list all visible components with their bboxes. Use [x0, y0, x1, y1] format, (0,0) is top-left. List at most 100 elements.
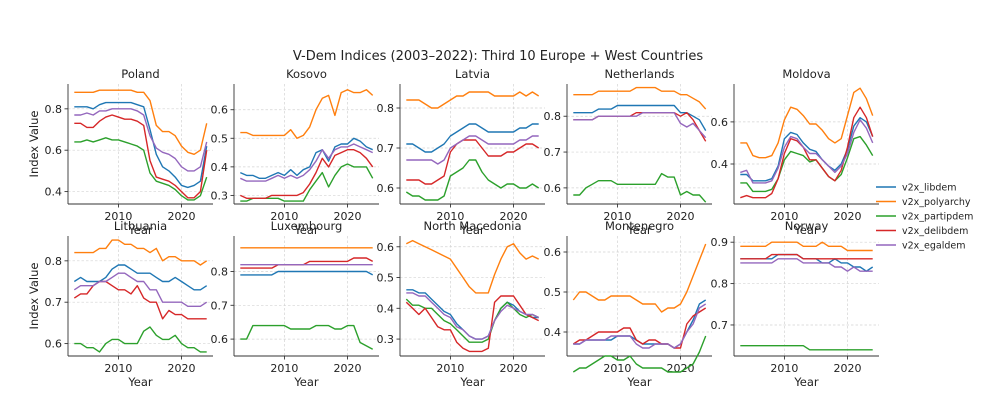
series-line-v2x_egaldem — [573, 111, 707, 139]
series-line-v2x_egaldem — [573, 303, 707, 349]
panel-latvia: 0.6 0.7 0.8 2010 2020 Year Latvia — [377, 67, 545, 237]
panel-title: Kosovo — [286, 67, 327, 81]
series-line-v2x_delibdem — [240, 257, 374, 269]
panel-title: Lithuania — [114, 219, 167, 233]
y-tick-label: 0.4 — [711, 158, 729, 171]
series-line-v2x_egaldem — [740, 258, 873, 272]
series-line-v2x_polyarchy — [740, 241, 873, 252]
y-tick-label: 0.6 — [211, 104, 229, 117]
series-line-v2x_partipdem — [740, 345, 873, 351]
series-line-v2x_polyarchy — [573, 86, 707, 110]
y-tick-label: 0.8 — [45, 255, 63, 268]
x-tick-label: 2020 — [499, 210, 527, 223]
y-tick-label: 0.3 — [377, 333, 395, 346]
y-tick-label: 0.6 — [211, 333, 229, 346]
series-line-v2x_libdem — [74, 101, 208, 189]
series-line-v2x_delibdem — [73, 280, 207, 320]
series-line-v2x_partipdem — [74, 326, 207, 353]
x-axis-label: Year — [793, 375, 819, 389]
panel-title: Norway — [785, 219, 829, 233]
x-axis-label: Year — [626, 375, 652, 389]
series-line-v2x_partipdem — [74, 137, 208, 201]
x-tick-label: 2010 — [270, 362, 298, 375]
series-line-v2x_egaldem — [240, 143, 373, 182]
x-tick-label: 2010 — [770, 210, 798, 223]
series-line-v2x_partipdem — [740, 135, 874, 193]
series-line-v2x_libdem — [740, 116, 874, 182]
y-tick-label: 0.4 — [377, 302, 395, 315]
y-tick-label: 0.5 — [211, 132, 229, 145]
x-tick-label: 2010 — [770, 362, 798, 375]
series-line-v2x_partipdem — [405, 298, 540, 343]
series-line-v2x_egaldem — [74, 108, 208, 172]
x-axis-label: Year — [626, 223, 652, 237]
x-tick-label: 2010 — [603, 362, 631, 375]
series-line-v2x_polyarchy — [74, 89, 208, 156]
x-tick-label: 2010 — [104, 362, 132, 375]
panel-lithuania: 0.6 0.7 0.8 2010 2020 Year Index Value Lithuani… — [27, 219, 213, 389]
y-tick-label: 0.6 — [377, 241, 395, 254]
x-tick-label: 2010 — [270, 210, 298, 223]
y-tick-label: 0.6 — [45, 144, 63, 157]
x-tick-label: 2010 — [603, 210, 631, 223]
y-tick-label: 0.6 — [45, 338, 63, 351]
x-axis-label: Year — [293, 375, 319, 389]
series-line-v2x_partipdem — [240, 324, 374, 350]
y-tick-label: 0.8 — [711, 278, 729, 291]
series-line-v2x_delibdem — [740, 106, 874, 199]
y-tick-label: 0.7 — [711, 319, 729, 332]
series-line-v2x_polyarchy — [74, 239, 208, 266]
x-tick-label: 2020 — [666, 362, 694, 375]
y-tick-label: 0.6 — [377, 182, 395, 195]
series-line-v2x_libdem — [73, 264, 208, 291]
y-tick-label: 0.7 — [544, 146, 562, 159]
y-tick-label: 0.6 — [711, 116, 729, 129]
panel-moldova: 0.4 0.6 2010 2020 Year Moldova — [711, 67, 879, 237]
legend-label: v2x_libdem — [902, 183, 956, 194]
series-line-v2x_libdem — [406, 123, 539, 153]
series-line-v2x_egaldem — [406, 292, 540, 340]
series-line-v2x_libdem — [240, 137, 373, 180]
y-tick-label: 0.9 — [711, 236, 729, 249]
series-line-v2x_partipdem — [572, 335, 707, 373]
x-axis-label: Year — [459, 375, 485, 389]
x-tick-label: 2010 — [104, 210, 132, 223]
y-tick-label: 0.4 — [544, 326, 562, 339]
panel-title: Montenegro — [605, 219, 674, 233]
x-tick-label: 2020 — [167, 210, 195, 223]
y-tick-label: 0.8 — [377, 102, 395, 115]
x-tick-label: 2020 — [333, 362, 361, 375]
x-axis-label: Year — [793, 223, 819, 237]
x-tick-label: 2010 — [436, 210, 464, 223]
x-tick-label: 2010 — [436, 362, 464, 375]
panel-title: Luxembourg — [271, 219, 343, 233]
y-tick-label: 0.7 — [211, 299, 229, 312]
chart-title: V-Dem Indices (2003–2022): Third 10 Euro… — [293, 49, 703, 64]
series-line-v2x_delibdem — [240, 148, 374, 200]
legend-label: v2x_egaldem — [902, 241, 966, 252]
y-tick-label: 0.4 — [211, 161, 229, 174]
series-line-v2x_polyarchy — [740, 87, 874, 159]
panel-netherlands: 0.6 0.7 0.8 2010 2020 Year Netherlands — [544, 67, 712, 237]
x-tick-label: 2020 — [167, 362, 195, 375]
series-line-v2x_libdem — [573, 299, 707, 349]
legend-label: v2x_partipdem — [902, 212, 973, 223]
y-tick-label: 0.8 — [211, 265, 229, 278]
x-axis-label: Year — [293, 223, 319, 237]
x-axis-label: Year — [127, 223, 153, 237]
y-tick-label: 0.5 — [377, 272, 395, 285]
panel-title: Poland — [121, 67, 159, 81]
series-line-v2x_polyarchy — [240, 88, 374, 140]
y-tick-label: 0.8 — [544, 110, 562, 123]
x-tick-label: 2020 — [666, 210, 694, 223]
x-tick-label: 2020 — [833, 362, 861, 375]
y-tick-label: 0.5 — [544, 286, 562, 299]
panel-title: Moldova — [782, 67, 830, 81]
x-tick-label: 2020 — [499, 362, 527, 375]
series-line-v2x_polyarchy — [405, 239, 540, 294]
series-line-v2x_partipdem — [405, 159, 540, 201]
